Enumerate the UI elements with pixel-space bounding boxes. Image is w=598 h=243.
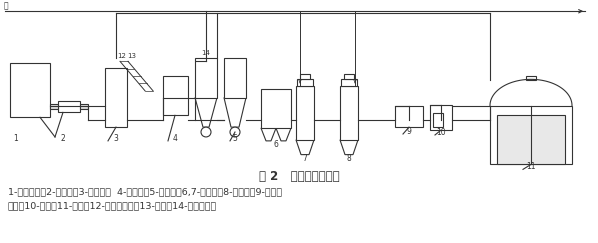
Bar	[297, 79, 313, 86]
Polygon shape	[261, 128, 276, 141]
Bar	[344, 74, 354, 79]
Text: 4: 4	[173, 134, 178, 143]
Text: 5: 5	[233, 134, 237, 143]
Text: 11: 11	[526, 162, 536, 171]
Polygon shape	[296, 140, 314, 155]
Text: 12: 12	[118, 53, 126, 59]
Polygon shape	[195, 98, 217, 127]
Text: 9: 9	[407, 127, 411, 136]
Bar	[526, 76, 536, 80]
Text: 水: 水	[4, 1, 8, 10]
Bar	[50, 104, 58, 109]
Polygon shape	[276, 128, 291, 141]
Bar	[395, 105, 423, 127]
Bar	[340, 86, 358, 140]
Polygon shape	[340, 140, 358, 155]
Text: 图 2   气化工艺流程图: 图 2 气化工艺流程图	[259, 170, 339, 183]
Text: 8: 8	[347, 155, 352, 164]
Text: 7: 7	[303, 155, 307, 164]
Text: 1: 1	[13, 134, 18, 143]
Bar	[497, 115, 565, 165]
Text: 14: 14	[202, 51, 210, 56]
Circle shape	[201, 127, 211, 137]
Bar	[261, 89, 291, 128]
Text: 10: 10	[436, 128, 446, 137]
Text: 2: 2	[60, 134, 65, 143]
Bar	[10, 63, 50, 117]
Bar	[80, 104, 88, 109]
Text: 6: 6	[273, 140, 279, 149]
Bar	[300, 74, 310, 79]
Text: 3: 3	[114, 134, 118, 143]
Bar	[195, 58, 217, 98]
Circle shape	[230, 127, 240, 137]
Bar	[296, 86, 314, 140]
Bar	[58, 101, 80, 113]
Bar	[163, 76, 188, 115]
Polygon shape	[224, 98, 246, 127]
Bar	[490, 105, 572, 165]
Bar	[341, 79, 357, 86]
Text: 风机；10-水封；11-气柜；12-螺旋进料器；13-料仓；14-旋风分离器: 风机；10-水封；11-气柜；12-螺旋进料器；13-料仓；14-旋风分离器	[8, 201, 217, 210]
Bar	[430, 104, 452, 130]
Bar	[224, 58, 246, 98]
Bar	[105, 68, 127, 127]
Text: 1-窑气装置；2-分气缸；3-气化炉；  4-贮灰槽；5-除尘器；6,7-洗涤塔；8-过滤器；9-罗茨鼓: 1-窑气装置；2-分气缸；3-气化炉； 4-贮灰槽；5-除尘器；6,7-洗涤塔；…	[8, 187, 282, 196]
Text: 13: 13	[127, 53, 136, 59]
Bar	[433, 113, 443, 127]
